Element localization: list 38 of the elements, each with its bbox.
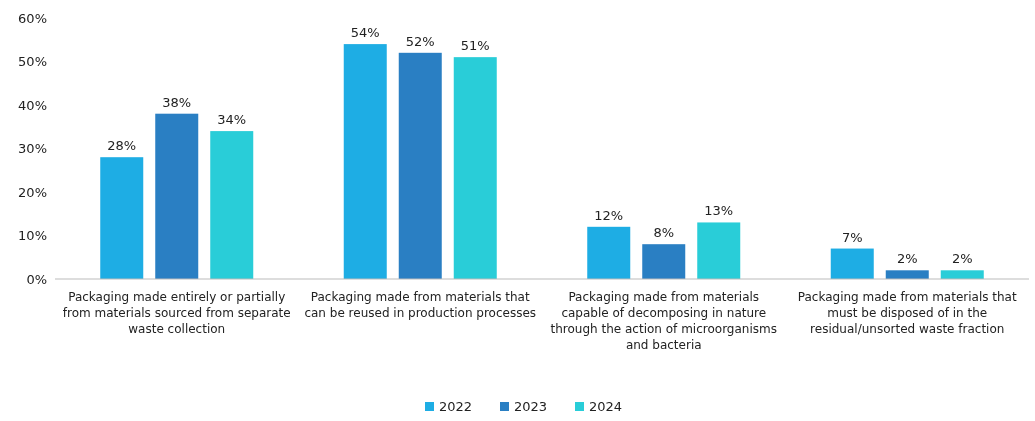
bar xyxy=(210,131,254,279)
data-label: 7% xyxy=(841,229,863,245)
bar xyxy=(885,270,929,279)
bar xyxy=(587,226,631,279)
y-tick-label: 50% xyxy=(18,54,47,70)
data-label: 52% xyxy=(405,33,435,49)
y-tick-label: 60% xyxy=(18,10,47,26)
bar xyxy=(940,270,984,279)
bar xyxy=(697,222,741,279)
bar xyxy=(642,244,686,279)
bar xyxy=(830,248,874,279)
x-tick-label: Packaging made entirely or partially from materials sourced from separate waste collection xyxy=(62,290,291,336)
legend-label: 2023 xyxy=(514,399,548,414)
y-tick-label: 20% xyxy=(18,184,47,200)
bar xyxy=(155,113,199,279)
y-tick-label: 40% xyxy=(18,97,47,113)
bar xyxy=(343,44,387,279)
data-label: 2% xyxy=(951,251,973,267)
data-label: 54% xyxy=(350,25,380,41)
data-label: 2% xyxy=(896,251,918,267)
y-tick-label: 0% xyxy=(26,271,47,287)
y-tick-label: 10% xyxy=(18,228,47,244)
data-label: 13% xyxy=(704,203,734,219)
legend-label: 2022 xyxy=(439,399,473,414)
data-label: 38% xyxy=(162,94,192,110)
bar xyxy=(100,157,144,279)
data-label: 8% xyxy=(653,225,675,241)
bar xyxy=(453,57,497,279)
data-label: 51% xyxy=(460,38,490,54)
legend-label: 2024 xyxy=(589,399,623,414)
data-label: 12% xyxy=(594,207,624,223)
x-tick-label: Packaging made from materials that must be disposed of in the residual/unsorted waste fraction xyxy=(797,290,1017,336)
y-tick-label: 30% xyxy=(18,141,47,157)
x-tick-label: Packaging made from materials that can be reused in production processes xyxy=(304,290,537,320)
data-label: 34% xyxy=(217,112,247,128)
x-tick-label: Packaging made from materials capable of decomposing in nature through the action of microorganisms and bacteria xyxy=(550,290,777,352)
bar xyxy=(398,52,442,279)
data-label: 28% xyxy=(107,138,137,154)
